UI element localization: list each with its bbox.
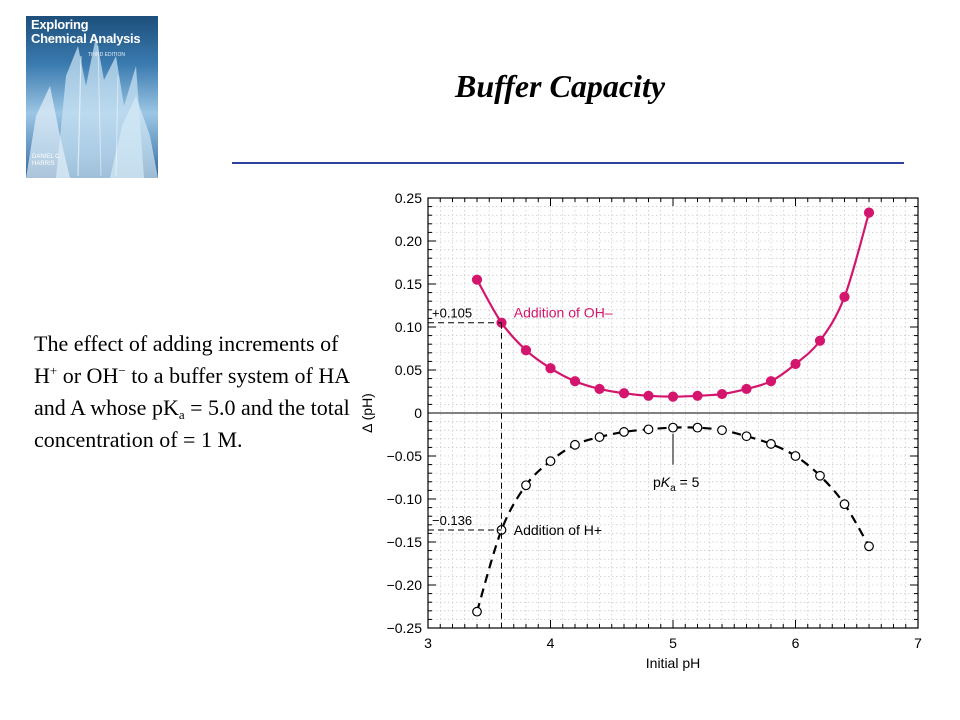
y-axis-label: Δ (pH) [359,393,375,433]
data-point-oh [520,345,532,356]
x-tick-label: 3 [424,635,432,651]
series [471,207,875,617]
data-point-oh [765,376,777,387]
data-point-oh [790,358,801,370]
x-tick-label: 4 [547,635,555,651]
pka-label-sub: a [670,483,676,494]
y-tick-label: −0.20 [387,577,423,593]
y-tick-label: −0.10 [387,491,423,507]
pka-label-value: = 5 [676,474,700,490]
data-point-oh [545,363,556,374]
data-point-h [839,499,850,510]
data-point-oh [643,390,654,401]
x-axis-label: Initial pH [646,655,700,671]
data-point-h [643,424,654,435]
y-tick-label: 0.05 [395,362,422,378]
data-point-h [717,425,727,436]
data-point-oh [814,335,826,346]
oh-series-label: Addition of OH– [514,305,613,321]
book-author: DANIEL C. HARRIS [32,154,62,167]
data-point-oh [618,388,630,399]
y-tick-label: 0.20 [395,233,422,249]
data-point-h [692,422,703,433]
book-cover: Exploring Chemical Analysis THIRD EDITIO… [26,16,158,178]
data-point-h [741,431,752,442]
annotations: +0.105 −0.136 Addition of OH– Addition of H… [428,305,700,628]
data-point-oh [569,376,581,387]
data-point-h [815,470,825,481]
x-tick-label: 7 [914,635,922,651]
x-tick-label: 5 [669,635,677,651]
y-tick-label: 0.10 [395,319,422,335]
axes: 3 4 5 6 7 0.25 0.20 0.15 0.10 0.05 0 −0.05 −0.10 −0.1… [359,190,922,671]
data-point-h [521,480,531,491]
glacier-illustration [26,36,158,178]
data-point-oh [667,391,679,402]
data-point-h [472,606,482,617]
y-tick-label: −0.25 [387,620,423,636]
pka-label: pKa = 5 [653,474,700,494]
h-value-label: −0.136 [432,513,472,528]
data-point-h [766,439,776,449]
h-series-label: Addition of H+ [514,522,602,538]
y-tick-label: −0.05 [387,448,423,464]
data-point-oh [839,291,850,303]
y-tick-label: 0.25 [395,190,422,206]
data-point-oh [594,383,605,395]
pka-label-k: K [661,474,671,490]
data-point-h [594,432,605,442]
data-point-oh [692,390,703,401]
slide-description: The effect of adding increments of H+ or… [34,331,350,452]
data-point-h [668,422,678,433]
y-tick-label: 0 [414,405,422,421]
title-rule [232,162,904,164]
data-point-h [545,456,556,467]
data-point-oh [716,388,728,400]
book-title: Exploring Chemical Analysis [31,17,141,46]
x-tick-label: 6 [792,635,800,651]
data-point-oh [863,207,875,218]
slide-title: Buffer Capacity [454,68,666,104]
data-point-oh [741,383,752,395]
data-point-h [619,427,629,437]
oh-value-label: +0.105 [432,306,472,321]
data-point-oh [471,274,483,285]
data-point-h [864,541,874,552]
data-point-h [790,451,801,461]
book-edition: THIRD EDITION [88,52,125,58]
y-tick-label: 0.15 [395,276,422,292]
y-tick-label: −0.15 [387,534,423,550]
buffer-capacity-chart: 3 4 5 6 7 0.25 0.20 0.15 0.10 0.05 0 −0.05 −0.10 −0.1… [359,190,922,671]
data-point-h [570,439,580,450]
pka-label-p: p [653,474,661,490]
